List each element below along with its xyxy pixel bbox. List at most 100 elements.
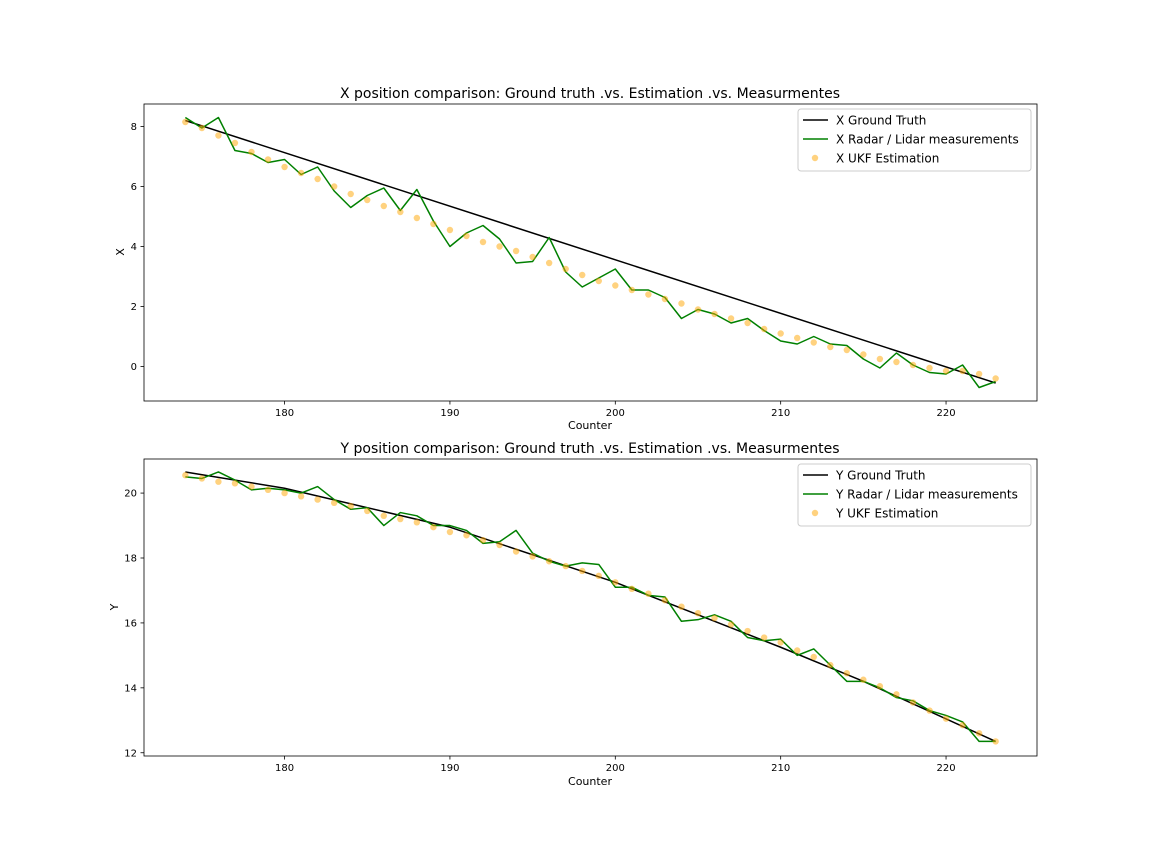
data-point	[678, 300, 685, 307]
data-point	[827, 343, 834, 351]
data-point	[595, 572, 602, 580]
data-point	[430, 220, 437, 228]
data-point	[843, 670, 851, 677]
data-point	[612, 282, 619, 289]
data-point	[992, 738, 999, 745]
data-point	[711, 614, 718, 622]
data-point	[860, 676, 867, 683]
data-point	[992, 375, 999, 382]
x-tick-label: 190	[440, 763, 459, 774]
data-point	[694, 306, 702, 313]
data-point	[744, 319, 751, 327]
data-point	[827, 661, 834, 669]
data-point	[909, 699, 917, 706]
data-point	[893, 691, 900, 698]
data-point	[330, 499, 338, 507]
data-point	[347, 190, 354, 198]
data-point	[479, 238, 487, 246]
data-point	[264, 156, 272, 163]
data-point	[876, 683, 884, 690]
x-tick-label: 210	[771, 763, 790, 774]
data-point	[661, 597, 669, 604]
data-point	[297, 493, 305, 500]
data-point	[545, 259, 553, 267]
data-point	[926, 707, 933, 714]
data-point	[330, 183, 338, 190]
y-position-chart: Y position comparison: Ground truth .vs.…	[108, 441, 1038, 788]
y-axis-label: X	[114, 248, 127, 256]
data-point	[248, 483, 255, 490]
data-point	[231, 139, 239, 147]
y-tick-label: 20	[124, 489, 137, 500]
data-point	[215, 132, 222, 139]
chart-title: X position comparison: Ground truth .vs.…	[340, 86, 840, 102]
data-point	[397, 515, 404, 523]
series-line	[185, 119, 996, 384]
data-point	[397, 208, 404, 216]
x-tick-label: 220	[936, 408, 955, 419]
data-point	[694, 609, 702, 617]
data-point	[975, 370, 983, 378]
plot-frame	[143, 103, 1038, 402]
data-point	[182, 118, 189, 126]
data-point	[760, 634, 768, 641]
data-point	[347, 502, 354, 510]
data-point	[810, 653, 817, 661]
data-point	[727, 315, 735, 322]
y-tick-label: 14	[124, 683, 137, 694]
x-tick-label: 200	[606, 763, 625, 774]
data-point	[777, 639, 784, 646]
data-point	[959, 367, 966, 375]
x-tick-label: 190	[440, 408, 459, 419]
data-point	[942, 367, 950, 375]
legend-label: X Ground Truth	[836, 114, 926, 128]
data-point	[314, 175, 321, 183]
data-point	[430, 523, 437, 531]
data-point	[281, 489, 288, 497]
data-point	[926, 364, 933, 372]
data-point	[314, 496, 321, 503]
data-point	[628, 585, 636, 593]
x-axis-label: Counter	[568, 419, 612, 432]
legend-label: Y UKF Estimation	[835, 507, 938, 521]
y-tick-label: 8	[131, 122, 137, 133]
y-tick-label: 16	[124, 618, 137, 629]
data-point	[529, 553, 536, 560]
data-point	[942, 715, 950, 722]
data-point	[661, 295, 669, 303]
x-position-chart: X position comparison: Ground truth .vs.…	[114, 86, 1038, 432]
data-point	[794, 647, 801, 654]
data-point	[579, 271, 586, 279]
data-point	[595, 277, 602, 285]
chart-title: Y position comparison: Ground truth .vs.…	[339, 441, 839, 457]
data-point	[711, 310, 718, 318]
data-point	[562, 562, 569, 570]
data-point	[281, 163, 288, 171]
x-tick-label: 180	[275, 408, 294, 419]
data-point	[810, 339, 817, 346]
data-point	[446, 226, 454, 234]
data-point	[463, 532, 470, 539]
data-point	[909, 361, 917, 369]
data-point	[893, 358, 900, 366]
y-tick-label: 12	[124, 748, 137, 759]
y-tick-label: 2	[131, 302, 137, 313]
legend-marker-swatch	[811, 154, 819, 162]
data-point	[777, 330, 784, 337]
data-point	[628, 286, 636, 294]
y-tick-label: 6	[131, 182, 137, 193]
data-point	[496, 541, 503, 549]
data-point	[876, 355, 884, 363]
data-point	[215, 478, 222, 485]
x-tick-label: 180	[275, 763, 294, 774]
data-point	[545, 558, 553, 565]
data-point	[496, 243, 503, 250]
data-point	[182, 472, 189, 479]
data-point	[579, 567, 586, 575]
x-tick-label: 210	[771, 408, 790, 419]
legend-label: Y Radar / Lidar measurements	[835, 488, 1018, 502]
data-point	[231, 480, 239, 487]
data-point	[380, 202, 387, 210]
data-point	[645, 590, 652, 597]
